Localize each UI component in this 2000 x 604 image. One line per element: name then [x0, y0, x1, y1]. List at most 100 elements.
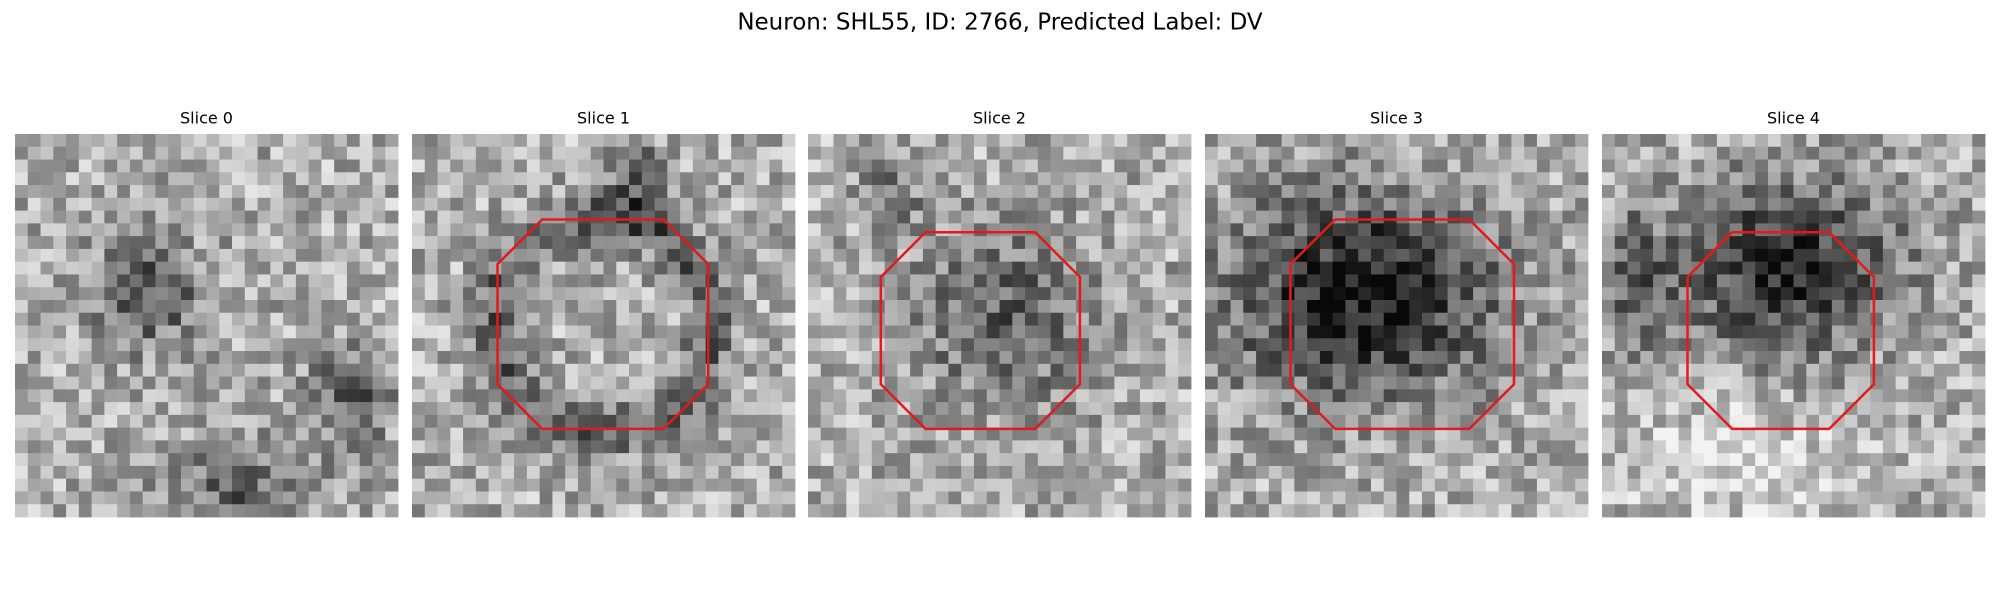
pixel: [1114, 376, 1128, 390]
pixel: [308, 338, 322, 352]
pixel: [1959, 325, 1973, 339]
pixel: [1844, 376, 1858, 390]
pixel: [463, 261, 477, 275]
pixel: [424, 197, 438, 211]
pixel: [15, 312, 29, 326]
pixel: [1921, 504, 1935, 518]
pixel: [104, 197, 118, 211]
pixel: [1294, 453, 1308, 467]
pixel: [692, 338, 707, 352]
pixel: [1063, 172, 1077, 186]
pixel: [1256, 287, 1270, 301]
pixel: [1050, 172, 1064, 186]
pixel: [168, 172, 182, 186]
pixel: [40, 159, 54, 173]
pixel: [884, 299, 898, 314]
pixel: [346, 134, 361, 148]
pixel: [1205, 338, 1219, 352]
pixel: [935, 248, 949, 263]
pixel: [616, 185, 630, 199]
pixel: [66, 261, 80, 275]
pixel: [117, 172, 131, 186]
pixel: [1882, 299, 1897, 314]
pixel: [1640, 427, 1654, 441]
pixel: [1332, 172, 1346, 186]
pixel: [1640, 363, 1654, 377]
pixel: [1319, 274, 1334, 288]
pixel: [1050, 338, 1064, 352]
pixel: [552, 287, 566, 301]
pixel: [1409, 287, 1423, 301]
pixel: [1536, 338, 1551, 352]
pixel: [232, 159, 246, 173]
pixel: [1793, 172, 1807, 186]
pixel: [1959, 210, 1973, 224]
pixel: [1485, 146, 1500, 160]
pixel: [1498, 159, 1512, 173]
pixel: [1383, 338, 1397, 352]
pixel: [168, 351, 182, 365]
pixel: [1088, 504, 1103, 518]
pixel: [232, 453, 246, 467]
pixel: [27, 402, 41, 416]
pixel: [526, 504, 541, 518]
pixel: [514, 287, 528, 301]
pixel: [463, 185, 477, 199]
pixel: [180, 414, 195, 429]
pixel: [1012, 504, 1026, 518]
pixel: [1063, 427, 1077, 441]
pixel: [1101, 159, 1115, 173]
pixel: [1268, 236, 1282, 250]
pixel: [1152, 236, 1166, 250]
pixel: [1370, 427, 1385, 441]
pixel: [1127, 440, 1141, 454]
pixel: [1819, 185, 1833, 199]
pixel: [552, 363, 566, 377]
pixel: [1243, 376, 1257, 390]
pixel: [948, 402, 962, 416]
pixel: [155, 465, 169, 480]
pixel: [884, 351, 898, 365]
pixel: [1575, 172, 1589, 186]
pixel: [1729, 325, 1743, 339]
pixel: [1370, 197, 1385, 211]
pixel: [129, 402, 144, 416]
pixel: [1562, 363, 1576, 377]
pixel: [1946, 504, 1960, 518]
pixel: [654, 402, 668, 416]
pixel: [705, 465, 719, 480]
pixel: [1088, 134, 1103, 148]
pixel: [859, 338, 873, 352]
pixel: [270, 351, 284, 365]
pixel: [1716, 376, 1731, 390]
pixel: [104, 146, 118, 160]
pixel: [808, 299, 822, 314]
pixel: [1063, 402, 1077, 416]
pixel: [1882, 223, 1897, 237]
pixel: [616, 351, 630, 365]
pixel: [1742, 146, 1756, 160]
pixel: [1460, 338, 1474, 352]
pixel: [1447, 159, 1461, 173]
pixel: [629, 338, 643, 352]
pixel: [1908, 504, 1922, 518]
pixel: [1602, 248, 1616, 263]
pixel: [295, 159, 310, 173]
pixel: [15, 465, 29, 480]
pixel: [833, 376, 847, 390]
pixel: [1536, 414, 1551, 429]
pixel: [1268, 287, 1282, 301]
pixel: [1165, 197, 1179, 211]
pixel: [629, 287, 643, 301]
pixel: [168, 338, 182, 352]
pixel: [922, 159, 937, 173]
pixel: [565, 402, 579, 416]
pixel: [1767, 223, 1782, 237]
pixel: [155, 210, 169, 224]
pixel: [257, 440, 271, 454]
pixel: [1447, 414, 1461, 429]
pixel: [40, 172, 54, 186]
pixel: [91, 478, 105, 492]
pixel: [359, 465, 373, 480]
